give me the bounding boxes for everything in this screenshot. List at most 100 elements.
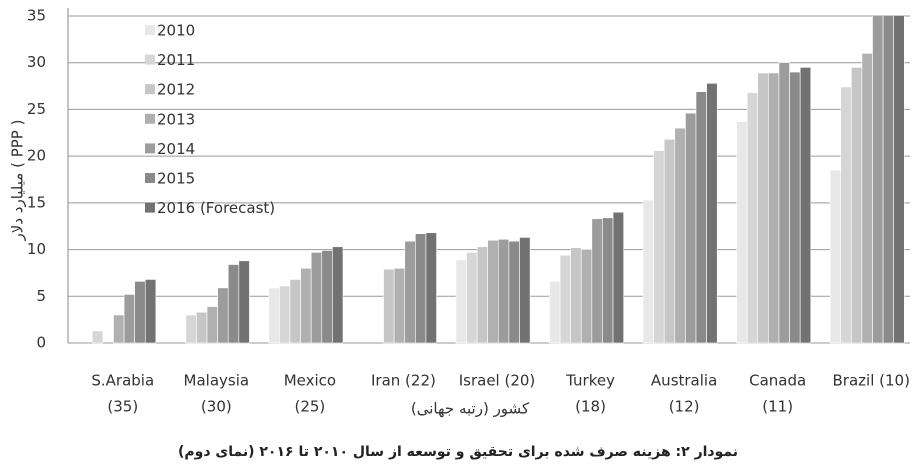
bar xyxy=(113,314,125,344)
legend-swatch xyxy=(145,202,155,213)
bar xyxy=(580,249,593,344)
y-tick-label: 15 xyxy=(27,193,46,211)
y-tick-label: 5 xyxy=(36,287,46,305)
bar xyxy=(663,139,676,344)
bar xyxy=(123,294,135,344)
bar xyxy=(238,260,250,344)
legend-swatch xyxy=(145,173,155,183)
x-tick-label: (30) xyxy=(201,398,232,416)
bar xyxy=(893,16,905,344)
bar xyxy=(799,67,812,344)
x-tick-label: (18) xyxy=(575,398,606,416)
bar xyxy=(404,240,416,344)
y-tick-label: 25 xyxy=(27,100,46,118)
bar xyxy=(455,259,467,344)
bar xyxy=(861,53,873,344)
bar xyxy=(789,71,801,344)
bar xyxy=(829,169,842,344)
bar xyxy=(612,211,624,344)
legend-label: 2015 xyxy=(157,170,195,188)
x-tick-label: (11) xyxy=(762,398,793,416)
y-tick-label: 10 xyxy=(27,240,46,258)
x-tick-label: Australia xyxy=(651,372,717,390)
bar xyxy=(591,218,603,344)
bar xyxy=(685,112,697,344)
bar xyxy=(134,281,146,344)
bar xyxy=(393,267,406,344)
bar xyxy=(268,287,280,344)
bar xyxy=(872,16,884,344)
bar xyxy=(497,238,510,344)
legend-swatch xyxy=(145,143,155,154)
x-tick-label: Malaysia xyxy=(184,372,250,390)
bar xyxy=(196,311,208,344)
bar xyxy=(217,287,229,344)
bar xyxy=(508,240,520,344)
x-tick-label: Mexico xyxy=(284,372,336,390)
caption: نمودار ۲: هزینه صرف شده برای تحقیق و توس… xyxy=(178,444,738,460)
x-tick-label: Iran (22) xyxy=(371,372,436,390)
x-axis-title: کشور (رتبه جهانی) xyxy=(411,400,530,418)
y-tick-label: 20 xyxy=(27,147,46,165)
bar xyxy=(383,268,395,344)
bar xyxy=(695,91,707,344)
bar xyxy=(144,279,157,344)
bar xyxy=(549,281,561,344)
y-tick-label: 35 xyxy=(27,7,46,25)
legend-label: 2013 xyxy=(157,110,195,128)
bar xyxy=(674,127,686,344)
bar xyxy=(653,150,665,344)
bar xyxy=(91,330,104,344)
bar xyxy=(185,314,197,344)
x-tick-label: Israel (20) xyxy=(459,372,536,390)
bar xyxy=(425,232,437,344)
bar xyxy=(778,62,790,344)
y-axis-title: میلیارد دلار ( PPP ) xyxy=(9,120,27,242)
legend-swatch xyxy=(145,113,155,124)
bar xyxy=(757,72,769,344)
x-tick-label: (12) xyxy=(669,398,700,416)
legend-label: 2016 (Forecast) xyxy=(157,199,275,217)
bar xyxy=(300,267,312,344)
legend-label: 2014 xyxy=(157,140,195,158)
bar xyxy=(487,239,499,344)
x-tick-label: S.Arabia xyxy=(91,372,154,390)
legend-label: 2010 xyxy=(157,22,195,40)
bar xyxy=(476,246,489,344)
bar xyxy=(736,121,748,344)
x-tick-label: Turkey xyxy=(565,372,615,390)
bar xyxy=(882,16,895,344)
x-tick-label: (25) xyxy=(294,398,325,416)
x-tick-label: Canada xyxy=(749,372,806,390)
bar xyxy=(706,82,718,344)
legend-label: 2011 xyxy=(157,51,195,69)
bar xyxy=(602,217,614,344)
legend-swatch xyxy=(145,25,155,35)
bar xyxy=(840,86,852,344)
legend-swatch xyxy=(145,54,155,65)
bar xyxy=(768,72,780,344)
bar xyxy=(279,285,291,344)
y-tick-label: 30 xyxy=(27,53,46,71)
bar xyxy=(642,199,654,344)
bar xyxy=(519,237,531,344)
x-tick-label: (35) xyxy=(107,398,138,416)
bar xyxy=(321,250,333,344)
legend-swatch xyxy=(145,84,155,95)
bar xyxy=(746,92,759,344)
bar xyxy=(415,233,427,344)
bar xyxy=(851,67,863,344)
bar xyxy=(206,306,218,344)
bar xyxy=(466,252,478,344)
legend-label: 2012 xyxy=(157,81,195,99)
y-tick-label: 0 xyxy=(36,334,46,352)
bar xyxy=(289,279,301,344)
x-tick-label: Brazil (10) xyxy=(833,372,910,390)
bar xyxy=(570,247,582,344)
plot-area xyxy=(91,16,905,344)
bar xyxy=(332,246,344,344)
bar xyxy=(227,264,240,344)
bar xyxy=(559,254,571,344)
bar xyxy=(310,252,323,344)
